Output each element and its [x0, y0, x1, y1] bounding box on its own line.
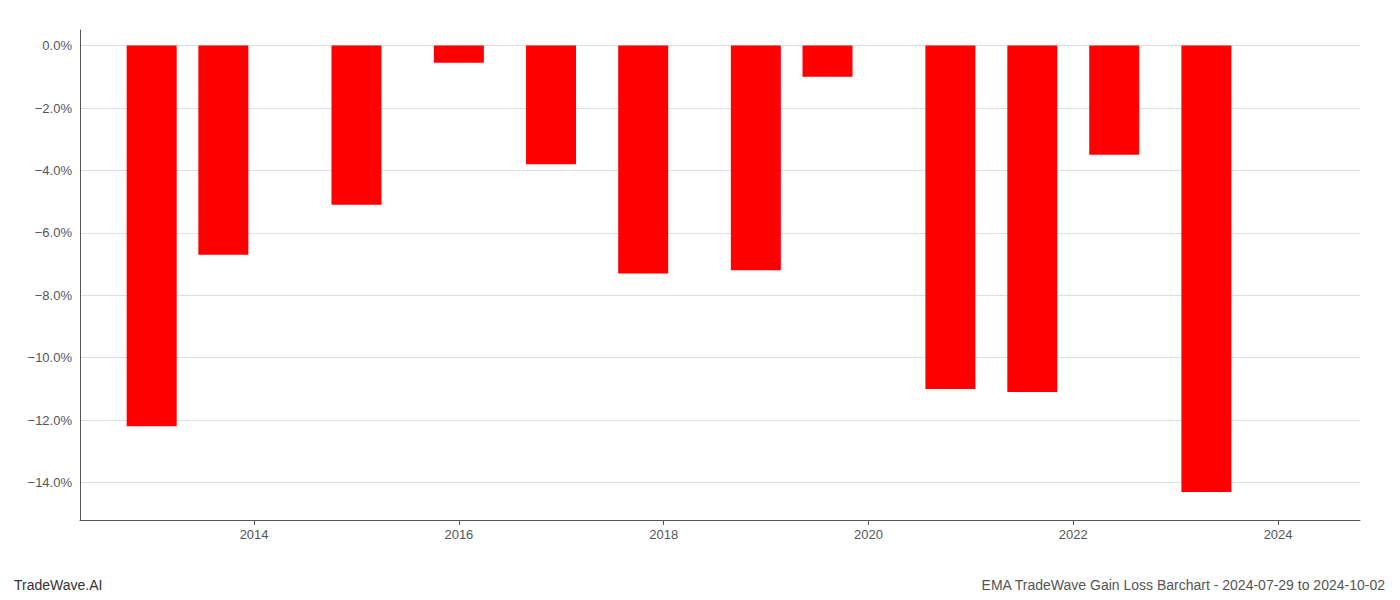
- svg-text:−8.0%: −8.0%: [35, 288, 73, 303]
- svg-text:2022: 2022: [1059, 527, 1088, 542]
- svg-text:TradeWave.AI: TradeWave.AI: [14, 577, 102, 593]
- svg-text:2020: 2020: [854, 527, 883, 542]
- svg-text:2018: 2018: [649, 527, 678, 542]
- svg-text:−6.0%: −6.0%: [35, 225, 73, 240]
- svg-text:−10.0%: −10.0%: [28, 350, 73, 365]
- svg-text:0.0%: 0.0%: [42, 38, 72, 53]
- svg-text:−4.0%: −4.0%: [35, 163, 73, 178]
- svg-text:2024: 2024: [1264, 527, 1293, 542]
- svg-text:EMA TradeWave Gain Loss Barcha: EMA TradeWave Gain Loss Barchart - 2024-…: [982, 577, 1386, 593]
- svg-text:2014: 2014: [240, 527, 269, 542]
- svg-text:−14.0%: −14.0%: [28, 475, 73, 490]
- svg-text:−12.0%: −12.0%: [28, 413, 73, 428]
- svg-text:2016: 2016: [444, 527, 473, 542]
- svg-text:−2.0%: −2.0%: [35, 101, 73, 116]
